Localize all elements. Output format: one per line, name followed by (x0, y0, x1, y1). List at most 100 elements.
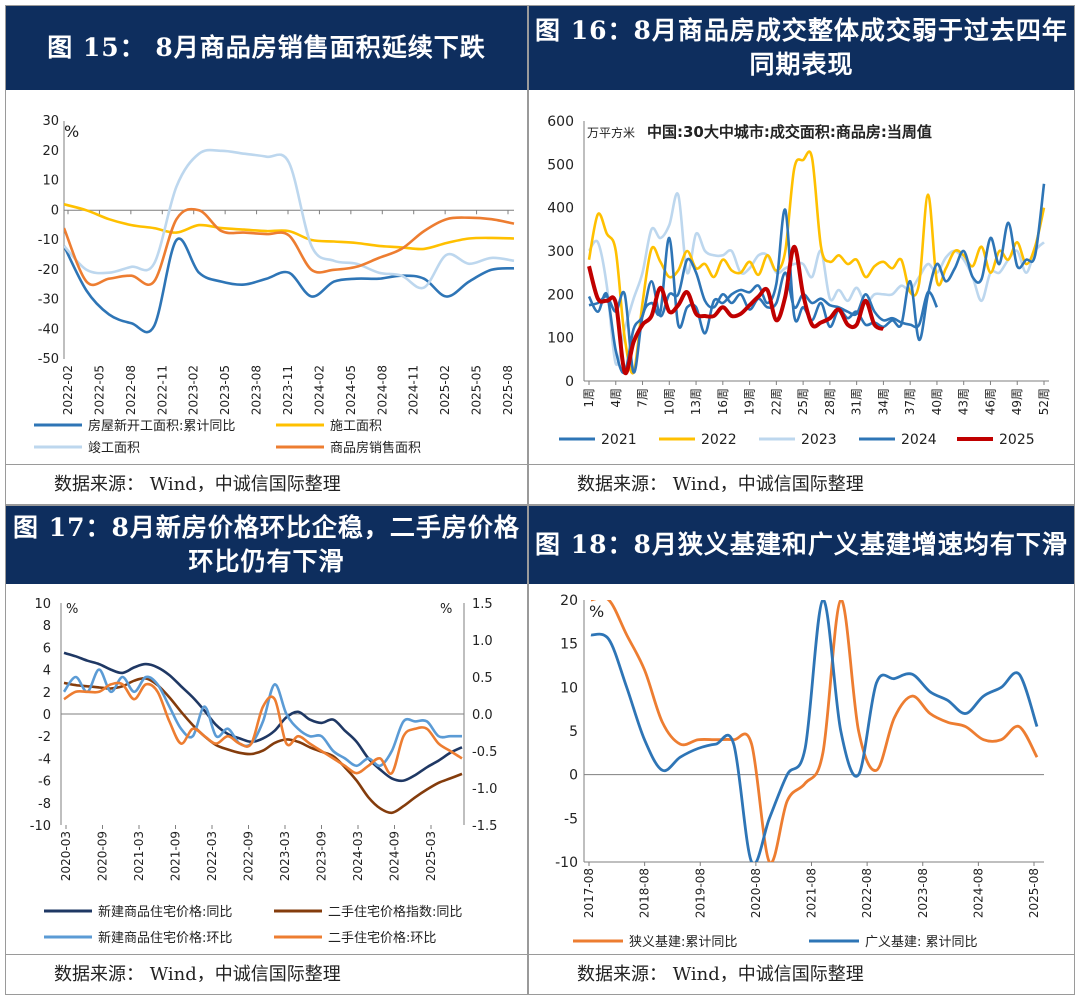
c15-ytick-label: -20 (38, 263, 59, 278)
c16-xtick-label: 49周 (1010, 388, 1024, 415)
c15-ytick-label: -30 (38, 293, 59, 308)
c17-y2tick-label: 1.0 (472, 634, 493, 649)
c16-xtick-label: 43周 (957, 388, 971, 415)
c17-ytick-label: -8 (38, 797, 51, 812)
c17-ytick-label: 10 (34, 597, 51, 612)
c16-xtick-label: 13周 (689, 388, 703, 415)
c15-xtick-label: 2022-05 (92, 365, 106, 415)
c16-xtick-label: 46周 (983, 388, 997, 415)
panel-fig18: 图 18：8月狭义基建和广义基建增速均有下滑 20 15 10 5 0 -5 -10% 201… (528, 505, 1075, 995)
c16-xtick-label: 34周 (876, 388, 890, 415)
c18-legend-label: 广义基建: 累计同比 (865, 935, 978, 950)
c16-series-2025-line (587, 244, 885, 376)
panel-fig17: 图 17：8月新房价格环比企稳，二手房价格环比仍有下滑 10 8 6 4 2 0 -2 -4 -… (5, 505, 528, 995)
c17-xtick-label: 2022-03 (205, 831, 219, 881)
c15-ytick-label: -40 (38, 322, 59, 337)
c15-xtick-label: 2025-02 (438, 365, 452, 415)
c18-xtick-label: 2017-08 (582, 868, 596, 918)
c16-legend-label: 2023 (801, 432, 837, 448)
c15-xtick-label: 2023-02 (187, 365, 201, 415)
c18-unit-label: % (589, 602, 604, 621)
c16-xtick-label: 22周 (769, 388, 783, 415)
chart-fig17: 10 8 6 4 2 0 -2 -4 -6 -8 -10 1.5 1.0 0.5 0.0 -0.5 -1.0 -1… (30, 597, 498, 946)
c16-ytick-label: 0 (565, 374, 574, 390)
fig18-title: 图 18：8月狭义基建和广义基建增速均有下滑 (529, 506, 1074, 584)
c15-ytick-label: 20 (42, 144, 59, 159)
c18-xtick-label: 2019-08 (693, 868, 707, 918)
c17-ytick-label: 4 (43, 664, 51, 679)
c18-ytick-label: 0 (569, 768, 578, 784)
c18-ytick-label: 5 (569, 724, 578, 740)
c18-xtick-label: 2023-08 (916, 868, 930, 918)
c18-xtick-label: 2018-08 (638, 868, 652, 918)
c17-xtick-label: 2025-03 (424, 831, 438, 881)
c15-xtick-label: 2022-02 (61, 365, 75, 415)
fig15-source: 数据来源： Wind，中诚信国际整理 (6, 464, 527, 504)
c17-series-1-line (63, 677, 463, 815)
c16-legend-label: 2025 (999, 432, 1035, 448)
c18-legend-label: 狭义基建:累计同比 (629, 935, 737, 950)
c15-legend-label: 竣工面积 (88, 441, 140, 456)
c17-ytick-label: 0 (43, 708, 51, 723)
c15-xtick-label: 2025-08 (501, 365, 515, 415)
c15-xtick-label: 2022-08 (124, 365, 138, 415)
c17-legend-label: 二手住宅价格指数:同比 (328, 904, 462, 920)
c17-series-3-line (63, 681, 463, 775)
c15-xtick-label: 2024-08 (375, 365, 389, 415)
c15-series-3-line (64, 207, 515, 287)
c17-legend-label: 新建商品住宅价格:同比 (98, 904, 232, 920)
fig16-title: 图 16：8月商品房成交整体成交弱于过去四年同期表现 (529, 6, 1074, 90)
c15-ytick-label: 10 (42, 174, 59, 189)
c16-xtick-label: 37周 (903, 388, 917, 415)
c16-xtick-label: 52周 (1037, 388, 1051, 415)
c15-xtick-label: 2023-11 (281, 365, 295, 415)
c15-ytick-label: -50 (38, 352, 59, 367)
c15-ytick-label: 30 (42, 114, 59, 129)
c17-series-2-line (62, 668, 462, 768)
c16-chart-title: 中国:30大中城市:成交面积:商品房:当周值 (647, 123, 932, 141)
c17-ytick-label: -4 (38, 752, 51, 767)
c16-unit-label: 万平方米 (587, 125, 635, 140)
fig17-source: 数据来源： Wind，中诚信国际整理 (6, 954, 527, 994)
c16-xtick-label: 16周 (716, 388, 730, 415)
panel-fig15: 图 15： 8月商品房销售面积延续下跌 30 20 10 0 -10 -20 -30 -40 -… (5, 5, 528, 505)
c16-xtick-label: 10周 (662, 388, 676, 415)
c18-xtick-label: 2020-08 (749, 868, 763, 918)
chart-fig18: 20 15 10 5 0 -5 -10% 2017-08 2018-08 2019-08 2020-… (555, 593, 1044, 950)
fig17-title: 图 17：8月新房价格环比企稳，二手房价格环比仍有下滑 (6, 506, 527, 584)
c15-legend-label: 施工面积 (330, 419, 382, 434)
c15-ytick-label: -10 (38, 233, 59, 248)
c17-xtick-label: 2022-09 (242, 831, 256, 881)
c17-series-0-line (63, 651, 463, 783)
c16-ytick-label: 200 (547, 287, 574, 303)
fig18-source: 数据来源： Wind，中诚信国际整理 (529, 954, 1074, 994)
c18-ytick-label: -10 (555, 855, 578, 871)
c17-y2tick-label: -1.0 (472, 782, 497, 797)
c15-xtick-label: 2022-11 (155, 365, 169, 415)
c15-series-1-line (64, 203, 515, 251)
c15-xtick-label: 2024-05 (344, 365, 358, 415)
c16-ytick-label: 600 (547, 114, 574, 130)
c17-xtick-label: 2023-03 (278, 831, 292, 881)
c17-xtick-label: 2020-09 (96, 831, 110, 881)
c16-xtick-label: 7周 (636, 388, 650, 408)
c16-xtick-label: 1周 (582, 388, 596, 408)
c15-unit-label: % (64, 122, 79, 141)
panel-fig16: 图 16：8月商品房成交整体成交弱于过去四年同期表现 600 500 400 300 2… (528, 5, 1075, 505)
c17-y2tick-label: 0.5 (472, 671, 493, 686)
c17-xtick-label: 2023-09 (315, 831, 329, 881)
c16-xtick-label: 28周 (823, 388, 837, 415)
c17-legend-label: 二手住宅价格:环比 (328, 930, 436, 946)
c18-xtick-label: 2021-08 (805, 868, 819, 918)
c16-ytick-label: 100 (547, 331, 574, 347)
c17-legend-label: 新建商品住宅价格:环比 (98, 930, 232, 946)
c17-ytick-label: -6 (38, 775, 51, 790)
c16-series-2023-line (587, 192, 1045, 367)
c15-xtick-label: 2025-05 (470, 365, 484, 415)
c16-xtick-label: 4周 (609, 388, 623, 408)
c16-xtick-label: 25周 (796, 388, 810, 415)
c17-y2tick-label: -0.5 (472, 745, 497, 760)
c18-xtick-label: 2022-08 (860, 868, 874, 918)
c15-xtick-label: 2024-11 (407, 365, 421, 415)
c17-ytick-label: 2 (43, 686, 51, 701)
